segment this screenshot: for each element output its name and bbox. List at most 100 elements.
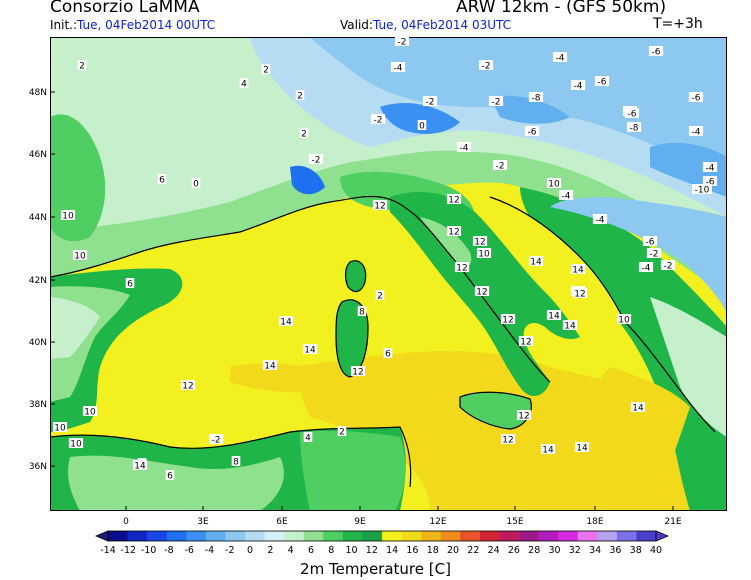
- contour-value-label: -4: [688, 126, 704, 138]
- colorbar-high-triangle: [655, 530, 670, 542]
- greece-interior: [650, 297, 727, 437]
- contour-label-text: 14: [134, 462, 146, 472]
- contour-label-text: 14: [542, 446, 554, 456]
- contour-label-text: -4: [562, 192, 571, 202]
- lon-label: 21E: [664, 517, 681, 527]
- contour-value-label: -2: [370, 114, 386, 126]
- contour-label-box: [552, 52, 568, 62]
- contour-label-box: [278, 316, 294, 326]
- contour-value-label: -2: [208, 434, 224, 446]
- colorbar-level: 2: [267, 545, 273, 556]
- contour-label-box: [295, 90, 305, 100]
- contour-label-text: 0: [419, 122, 425, 132]
- contour-value-label: 14: [540, 444, 556, 456]
- latitude-labels: 48N 46N 44N 42N 40N 38N 36N: [29, 88, 47, 472]
- colorbar-swatch: [460, 531, 481, 541]
- contour-label-text: 2: [297, 92, 303, 102]
- colorbar-swatch: [440, 531, 461, 541]
- contour-label-box: [570, 264, 586, 274]
- contour-label-text: 14: [548, 312, 560, 322]
- contour-label-box: [350, 366, 366, 376]
- atlas-cool: [68, 455, 284, 511]
- colorbar-level: -4: [205, 545, 214, 556]
- contour-label-text: -10: [695, 186, 710, 196]
- colorbar-swatch: [166, 531, 187, 541]
- contour-label-box: [476, 248, 492, 258]
- contour-value-label: 2: [261, 64, 271, 76]
- contour-label-text: -4: [574, 82, 583, 92]
- longitude-labels: 0 3E 6E 9E 12E 15E 18E 21E: [123, 517, 682, 527]
- contour-value-label: 14: [132, 460, 148, 472]
- contour-label-text: -2: [492, 98, 501, 108]
- contour-label-box: [446, 226, 462, 236]
- adriatic-sea: [490, 197, 625, 324]
- contour-label-box: [303, 432, 313, 442]
- init-label: Init.:: [50, 18, 78, 32]
- contour-label-text: 12: [448, 196, 459, 206]
- contour-label-text: 2: [79, 62, 85, 72]
- balkans-interior-cold: [550, 197, 727, 317]
- colorbar-swatch: [636, 531, 657, 541]
- map-frame: [50, 37, 727, 511]
- contour-value-label: -2: [488, 96, 504, 108]
- contour-value-label: -8: [626, 122, 642, 134]
- colorbar-swatch: [147, 531, 168, 541]
- contour-label-text: -6: [652, 48, 661, 58]
- contour-value-label: 6: [383, 348, 393, 360]
- lat-label: 40N: [29, 338, 47, 348]
- colorbar-level: 22: [467, 545, 479, 556]
- colorbar-level: -14: [100, 545, 116, 556]
- contour-label-text: 2: [339, 428, 345, 438]
- contour-label-box: [572, 288, 588, 298]
- contour-value-label: -4: [552, 52, 568, 64]
- contour-value-label: -4: [456, 142, 472, 154]
- contour-value-label: -4: [702, 162, 718, 174]
- spain-plateau: [50, 297, 100, 359]
- contour-label-box: [546, 178, 562, 188]
- contour-value-label: -4: [390, 62, 406, 74]
- contour-value-label: 10: [476, 248, 492, 260]
- colorbar-level: 40: [650, 545, 662, 556]
- valid-label: Valid:: [340, 18, 373, 32]
- contour-label-box: [191, 178, 201, 188]
- contour-label-box: [702, 162, 718, 172]
- contour-label-box: [261, 64, 271, 74]
- contour-label-text: 12: [476, 288, 487, 298]
- contour-value-label: 12: [500, 434, 516, 446]
- contour-label-box: [68, 438, 84, 448]
- contour-label-text: 6: [167, 472, 173, 482]
- colorbar-swatch: [108, 531, 128, 541]
- colorbar-swatch: [186, 531, 207, 541]
- contour-label-box: [60, 210, 76, 220]
- contour-label-text: 12: [374, 202, 385, 212]
- contour-label-box: [688, 92, 704, 102]
- init-value: Tue, 04Feb2014 00UTC: [77, 18, 216, 32]
- contour-value-label: 14: [302, 344, 318, 356]
- contour-label-text: -2: [496, 162, 505, 172]
- contour-label-text: 4: [241, 80, 247, 90]
- contour-value-label: 0: [417, 120, 427, 132]
- colorbar-level: 10: [346, 545, 358, 556]
- contour-label-text: 14: [576, 444, 588, 454]
- contour-label-box: [456, 142, 472, 152]
- contour-label-box: [472, 236, 488, 246]
- contour-label-text: 10: [84, 408, 96, 418]
- contour-label-text: -8: [532, 94, 541, 104]
- contour-value-label: -4: [592, 214, 608, 226]
- colorbar-level: 0: [247, 545, 253, 556]
- contour-label-box: [642, 236, 658, 246]
- colorbar-title: 2m Temperature [C]: [300, 560, 451, 578]
- contour-value-label: 12: [572, 288, 588, 300]
- contour-label-text: 2: [263, 66, 269, 76]
- lon-label: 3E: [197, 517, 209, 527]
- contour-label-text: 10: [70, 440, 82, 450]
- contour-label-box: [626, 122, 642, 132]
- contour-value-label: 12: [516, 410, 532, 422]
- contour-label-box: [648, 46, 664, 56]
- contour-value-label: -6: [524, 126, 540, 138]
- contour-value-label: 8: [231, 456, 241, 468]
- contour-value-label: 10: [68, 438, 84, 450]
- contour-labels: -2 -4 -2 -4 -6 -6 -4 -6 2 2 4 2 -2 -2 0 -2 -8 -6 -6 -4 -6 2 0 -…: [52, 37, 718, 482]
- colorbar-level: 6: [308, 545, 314, 556]
- contour-value-label: -6: [594, 76, 610, 88]
